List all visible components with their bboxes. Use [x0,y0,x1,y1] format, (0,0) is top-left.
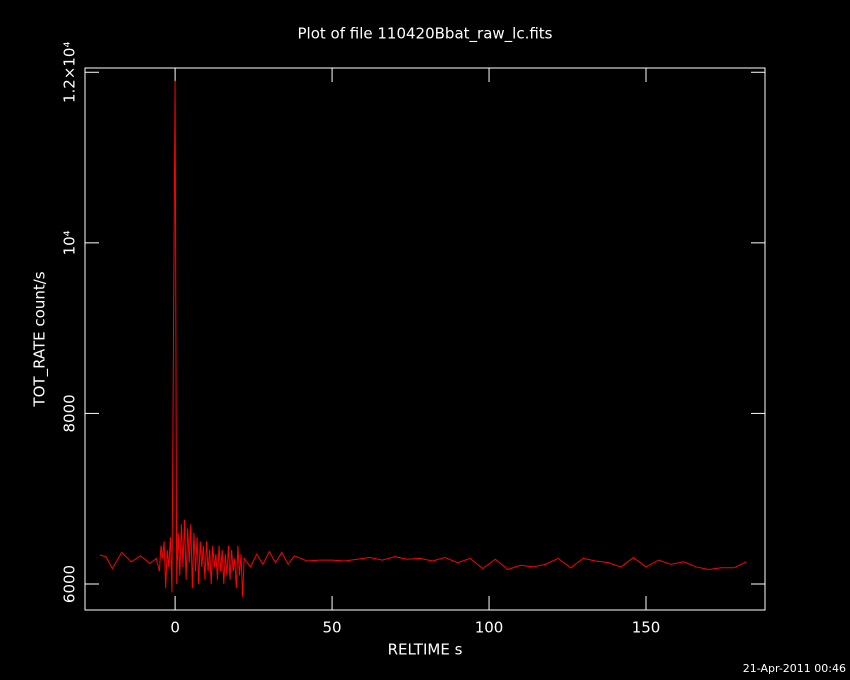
x-tick-label: 100 [475,619,504,637]
x-tick-label: 0 [170,619,180,637]
footer-timestamp: 21-Apr-2011 00:46 [743,662,846,675]
x-tick-label: 150 [632,619,661,637]
y-tick-label: 1.2×10⁴ [61,41,79,103]
x-axis-label: RELTIME s [388,641,463,659]
chart-title: Plot of file 110420Bbat_raw_lc.fits [298,25,553,44]
x-tick-label: 50 [323,619,342,637]
y-tick-label: 10⁴ [61,230,79,255]
y-tick-label: 6000 [61,565,79,603]
plot-frame [84,67,766,611]
y-tick-label: 8000 [61,394,79,432]
y-axis-label: TOT_RATE count/s [31,271,50,407]
data-line [99,80,747,597]
